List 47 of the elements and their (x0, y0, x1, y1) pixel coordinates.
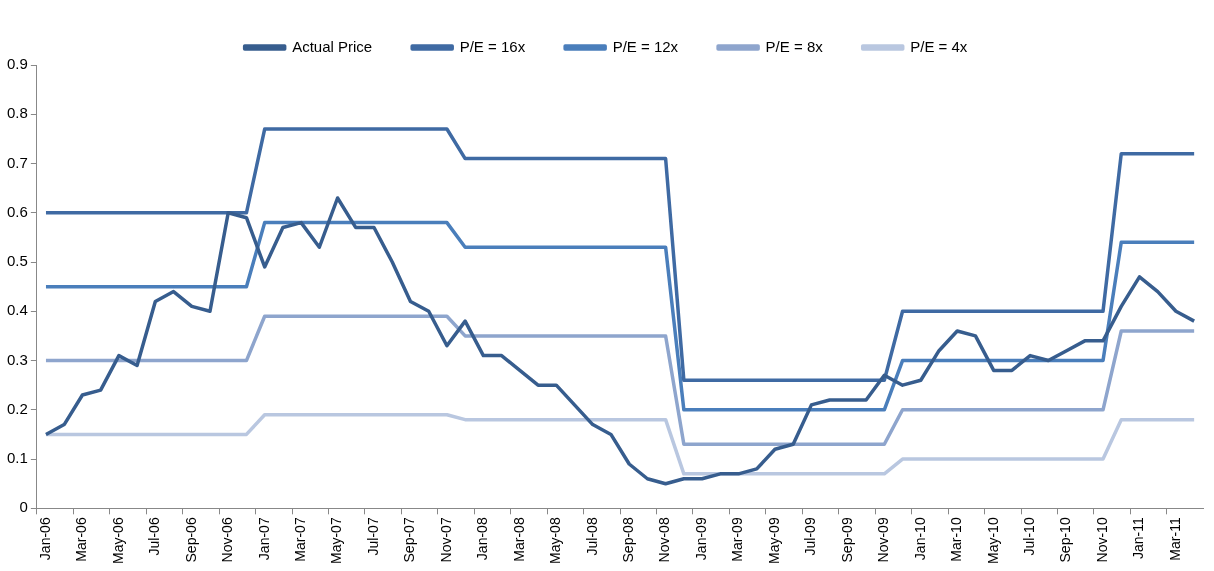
x-tick-label: Nov-07 (437, 517, 454, 563)
x-tick-label: Jul-09 (802, 517, 819, 556)
x-tick-label: Jul-07 (364, 517, 381, 556)
y-tick-label: 0.3 (6, 350, 28, 368)
y-tick-label: 0.2 (6, 399, 28, 417)
x-tick-label: Nov-08 (656, 517, 673, 563)
x-tick-label: Jan-08 (474, 517, 491, 561)
x-tick-label: May-09 (765, 517, 782, 564)
x-tick-label: Nov-10 (1093, 517, 1110, 563)
x-tick-label: Jan-10 (911, 517, 928, 561)
x-tick-label: May-10 (984, 517, 1001, 564)
y-tick-label: 0.7 (6, 153, 28, 171)
x-tick-label: May-08 (547, 517, 564, 564)
x-tick-label: Sep-08 (620, 517, 637, 563)
legend-label: P/E = 8x (765, 37, 824, 55)
x-tick-label: Sep-06 (182, 517, 199, 563)
x-tick-label: Mar-06 (73, 517, 90, 562)
legend-label: Actual Price (292, 37, 373, 55)
x-tick-label: Jul-08 (583, 517, 600, 556)
y-tick-label: 0.4 (6, 301, 28, 319)
x-tick-label: Nov-06 (219, 517, 236, 563)
x-tick-label: May-07 (328, 517, 345, 564)
y-tick-label: 0.8 (6, 104, 28, 122)
y-tick-label: 0.6 (6, 202, 28, 220)
x-tick-label: Jul-06 (146, 517, 163, 556)
x-tick-label: Nov-09 (875, 517, 892, 563)
y-tick-label: 0.1 (6, 449, 28, 467)
x-tick-label: Sep-07 (401, 517, 418, 563)
x-tick-label: Mar-07 (291, 517, 308, 562)
x-tick-label: Jul-10 (1020, 517, 1037, 556)
x-tick-label: Sep-10 (1057, 517, 1074, 563)
y-tick-label: 0.5 (6, 252, 28, 270)
x-tick-label: Mar-11 (1166, 517, 1183, 561)
legend-label: P/E = 4x (910, 37, 968, 55)
x-tick-label: Sep-09 (838, 517, 855, 563)
x-tick-label: Mar-09 (729, 517, 746, 562)
x-tick-label: Mar-10 (948, 517, 965, 562)
x-tick-label: Jan-07 (255, 517, 272, 561)
x-tick-label: Mar-08 (510, 517, 527, 562)
legend-label: P/E = 12x (612, 37, 679, 55)
x-tick-label: Jan-06 (36, 517, 53, 561)
y-tick-label: 0 (19, 498, 28, 516)
y-tick-label: 0.9 (6, 55, 28, 73)
x-tick-label: Jan-11 (1130, 517, 1147, 560)
x-tick-label: Jan-09 (692, 517, 709, 561)
legend-label: P/E = 16x (459, 37, 526, 55)
x-tick-label: May-06 (109, 517, 126, 564)
